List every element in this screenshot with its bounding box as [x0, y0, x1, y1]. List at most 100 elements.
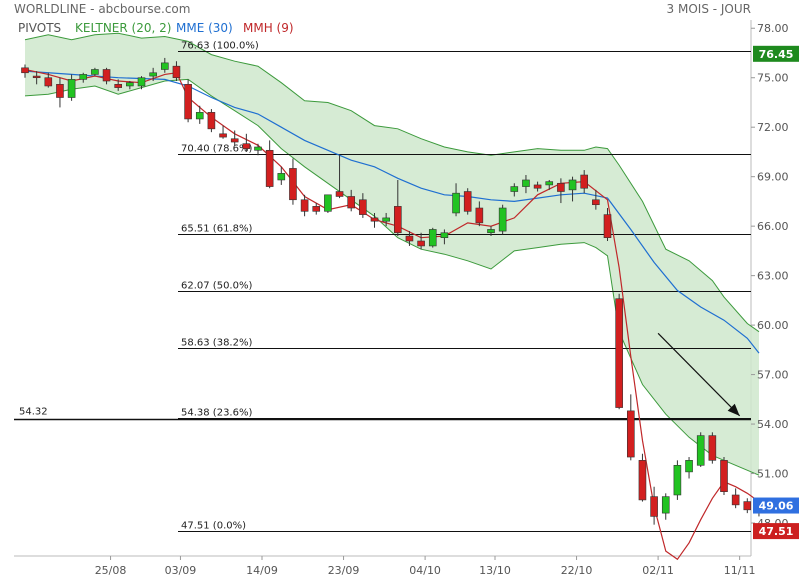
candle-17	[219, 125, 227, 139]
candle-body	[557, 182, 565, 192]
y-tick-label-2: 72.00	[757, 121, 789, 134]
candle-body	[487, 229, 495, 234]
candle-body	[114, 84, 122, 88]
candle-body	[440, 232, 449, 238]
candle-body	[207, 112, 216, 130]
candle-body	[650, 496, 658, 517]
candle-body	[743, 501, 752, 511]
candle-body	[428, 229, 437, 247]
candle-body	[195, 112, 204, 120]
candle-body	[56, 84, 64, 98]
candle-23	[289, 158, 297, 205]
trend-arrow-line	[657, 332, 741, 417]
candle-24	[300, 194, 309, 217]
candle-body	[592, 199, 600, 206]
fib-label-3: 62.07 (50.0%)	[181, 281, 252, 292]
candle-body	[568, 179, 577, 191]
x-tick-label-3: 23/09	[328, 564, 360, 577]
y-tick-label-9: 51.00	[757, 468, 789, 481]
candle-34	[417, 232, 425, 250]
candle-body	[545, 181, 554, 186]
x-tick-label-2: 14/09	[246, 564, 278, 577]
price-badge-label-1: 49.06	[759, 500, 794, 513]
candle-45	[545, 179, 554, 190]
legend-keltner: KELTNER (20, 2)	[75, 21, 171, 35]
price-badge-label-2: 47.51	[759, 525, 794, 538]
candle-body	[44, 77, 53, 87]
candle-33	[405, 231, 414, 246]
x-tick-label-1: 03/09	[165, 564, 197, 577]
candle-28	[347, 189, 356, 212]
candle-body	[277, 173, 286, 181]
candle-55	[661, 493, 670, 520]
price-badge-label-0: 76.45	[759, 48, 794, 61]
candle-15	[195, 105, 204, 124]
candle-5	[79, 72, 88, 83]
candle-body	[335, 191, 344, 197]
fib-label-1: 70.40 (78.6%)	[181, 144, 252, 155]
y-tick-label-6: 60.00	[757, 319, 789, 332]
candle-body	[393, 206, 402, 234]
candle-58	[696, 432, 705, 467]
x-tick-label-8: 11/11	[724, 564, 756, 577]
candle-38	[463, 188, 472, 215]
fib-label-5: 54.38 (23.6%)	[181, 408, 252, 419]
candle-body	[522, 179, 530, 187]
y-tick-label-5: 63.00	[757, 270, 789, 283]
candle-13	[172, 61, 181, 82]
price-badge-1	[753, 497, 799, 514]
candle-49	[592, 189, 600, 210]
candle-body	[405, 235, 414, 242]
candle-body	[21, 67, 29, 74]
candle-body	[370, 217, 379, 222]
y-tick-label-3: 69.00	[757, 171, 789, 184]
candle-56	[673, 460, 682, 500]
y-tick-label-7: 57.00	[757, 369, 789, 382]
candle-body	[475, 207, 484, 224]
candle-43	[522, 175, 530, 194]
candle-body	[91, 69, 99, 75]
candle-body	[312, 206, 321, 212]
candle-body	[324, 194, 332, 212]
keltner-upper-line	[24, 32, 760, 333]
candle-50	[603, 208, 612, 241]
candle-25	[312, 203, 321, 215]
candle-48	[580, 170, 589, 194]
timeframe-label: 3 MOIS - JOUR	[667, 2, 751, 16]
legend-pivots: PIVOTS	[18, 21, 61, 35]
candle-60	[720, 457, 728, 495]
fib-label-6: 47.51 (0.0%)	[181, 521, 246, 532]
candle-36	[440, 229, 449, 245]
candle-body	[417, 240, 425, 247]
legend-mme: MME (30)	[176, 21, 233, 35]
candle-body	[230, 138, 239, 143]
fib-label-0: 76.63 (100.0%)	[181, 41, 259, 52]
y-tick-label-0: 78.00	[757, 22, 789, 35]
candle-body	[347, 196, 356, 209]
candle-3	[56, 77, 64, 108]
candle-10	[137, 76, 146, 90]
candle-body	[708, 435, 717, 461]
candle-47	[568, 176, 577, 202]
candle-body	[498, 207, 507, 232]
x-tick-label-0: 25/08	[95, 564, 127, 577]
candle-42	[510, 183, 519, 197]
candle-body	[463, 191, 472, 212]
candle-30	[370, 212, 379, 228]
candle-body	[720, 460, 728, 492]
candle-29	[359, 193, 367, 218]
candle-body	[533, 184, 542, 189]
x-tick-label-6: 22/10	[561, 564, 593, 577]
candle-61	[731, 488, 740, 509]
x-tick-label-4: 04/10	[409, 564, 441, 577]
candle-body	[626, 410, 635, 458]
candle-54	[650, 486, 658, 525]
candle-11	[149, 67, 157, 82]
candle-body	[696, 435, 705, 466]
candle-body	[603, 214, 612, 238]
candle-26	[324, 194, 332, 213]
candle-35	[428, 227, 437, 248]
candle-20	[254, 143, 262, 156]
candle-31	[382, 212, 390, 227]
candle-2	[44, 72, 53, 88]
